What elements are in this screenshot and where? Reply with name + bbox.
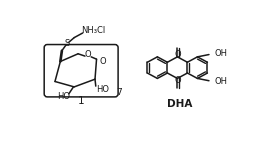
Text: NH₃Cl: NH₃Cl <box>81 26 106 35</box>
Text: DHA: DHA <box>167 99 192 109</box>
Text: 1: 1 <box>78 96 84 106</box>
Text: OH: OH <box>214 49 227 58</box>
Text: S: S <box>65 39 70 48</box>
Text: O: O <box>175 50 182 59</box>
Text: 7: 7 <box>116 88 122 97</box>
Text: HO: HO <box>57 92 70 101</box>
Text: O: O <box>85 50 91 59</box>
Text: O: O <box>99 57 106 66</box>
Text: HO: HO <box>96 85 109 94</box>
Text: O: O <box>175 76 182 85</box>
Text: OH: OH <box>214 77 227 86</box>
